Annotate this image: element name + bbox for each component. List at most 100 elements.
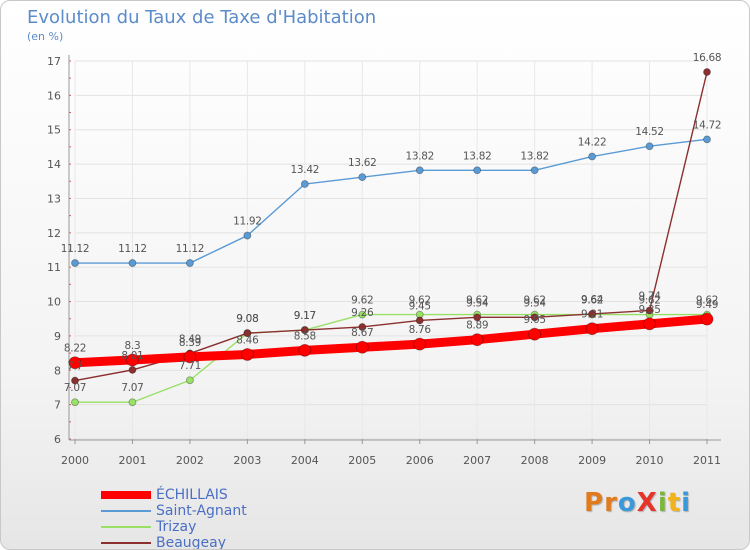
data-label: 8.58: [294, 330, 316, 342]
series-line-3: [74, 71, 708, 382]
data-label: 9.49: [696, 299, 718, 311]
y-tick-label: 6: [54, 433, 61, 446]
data-point: [186, 259, 194, 267]
data-point: [588, 152, 596, 161]
data-label: 7.07: [121, 382, 143, 394]
data-label: 9.08: [236, 313, 258, 325]
data-point: [126, 353, 139, 367]
data-label: 9.62: [524, 295, 546, 307]
data-label: 9.54: [466, 297, 489, 309]
data-point: [645, 142, 654, 151]
data-label: 13.42: [291, 164, 320, 176]
data-label: 7.07: [64, 382, 86, 394]
data-label: 9.21: [581, 309, 603, 321]
data-label: 13.62: [348, 157, 377, 169]
data-point: [703, 135, 711, 144]
x-tick-label: 2006: [406, 454, 434, 467]
data-label: 11.12: [118, 243, 147, 255]
chart-title: Evolution du Taux de Taxe d'Habitation: [27, 7, 377, 28]
data-point: [128, 259, 137, 267]
data-point: [186, 376, 194, 385]
data-label: 13.82: [520, 150, 549, 162]
data-label: 14.52: [635, 126, 664, 138]
y-tick-label: 12: [47, 227, 61, 240]
data-point: [71, 259, 79, 267]
data-point: [128, 398, 137, 407]
data-label: 13.82: [405, 150, 434, 162]
data-label: 9.45: [409, 300, 431, 312]
y-tick-label: 11: [47, 261, 61, 274]
y-tick-label: 16: [47, 89, 61, 102]
legend-label: Beaugeay: [156, 535, 227, 550]
y-tick-label: 10: [47, 296, 61, 309]
data-label: 8.22: [64, 343, 86, 355]
data-point: [473, 166, 482, 175]
data-point: [585, 322, 599, 336]
data-label: 13.82: [463, 150, 492, 162]
x-tick-label: 2001: [118, 454, 146, 467]
data-point: [183, 350, 197, 364]
data-point: [470, 333, 484, 347]
y-tick-label: 17: [47, 55, 61, 68]
legend-swatch: [101, 510, 151, 512]
data-label: 9.26: [351, 307, 374, 319]
x-tick-label: 2008: [521, 454, 549, 467]
data-point: [643, 317, 656, 331]
series-line-0: [70, 314, 712, 368]
data-label: 9.62: [581, 295, 603, 307]
y-tick-label: 14: [47, 158, 61, 171]
data-point: [358, 173, 367, 182]
logo-letter: i: [681, 488, 692, 518]
data-label: 9.35: [638, 304, 660, 316]
data-label: 9.62: [466, 295, 488, 307]
data-label: 8.39: [179, 337, 201, 349]
data-point: [71, 376, 79, 385]
x-tick-label: 2002: [176, 454, 204, 467]
series-line-2: [74, 313, 708, 403]
series-line-1: [74, 138, 708, 264]
y-tick-label: 9: [54, 330, 61, 343]
data-label: 9.74: [638, 290, 661, 302]
data-point: [415, 166, 424, 175]
data-point: [703, 68, 711, 76]
x-tick-label: 2011: [693, 454, 721, 467]
data-point: [358, 323, 367, 331]
legend-swatch: [101, 491, 151, 499]
data-label: 9.62: [409, 295, 431, 307]
data-point: [355, 340, 369, 354]
data-label: 9.08: [236, 313, 258, 325]
data-point: [298, 343, 312, 357]
logo-letter: o: [617, 488, 637, 518]
data-point: [68, 356, 82, 370]
data-point: [240, 348, 254, 361]
data-label: 9.05: [524, 314, 546, 326]
logo-letter: X: [636, 488, 658, 518]
data-label-layer: 8.22 8.3 8.39 8.46 8.58 8.67 8.76 8.89 9.05 9.21 9…: [61, 52, 722, 394]
data-label: 9.17: [294, 310, 316, 322]
y-tick-label: 7: [54, 399, 61, 412]
logo-letter: i: [657, 488, 668, 518]
data-label: 9.62: [638, 295, 660, 307]
data-label: 9.62: [696, 295, 718, 307]
legend-label: Saint-Agnant: [156, 503, 247, 519]
data-point: [71, 398, 79, 407]
logo-letter: t: [667, 488, 682, 518]
data-point: [530, 313, 539, 322]
data-point: [243, 329, 252, 338]
data-point: [128, 366, 137, 374]
data-label: 16.68: [693, 52, 722, 64]
y-tick-label: 15: [47, 124, 61, 137]
data-label: 11.12: [61, 243, 90, 255]
x-tick-label: 2010: [636, 454, 664, 467]
data-label: 8.89: [466, 320, 488, 332]
x-tick-label: 2009: [578, 454, 606, 467]
legend-swatch: [101, 526, 151, 528]
data-label: 9.62: [351, 295, 373, 307]
data-label: 14.22: [578, 137, 607, 149]
chart-subtitle: (en %): [27, 30, 64, 43]
data-point: [528, 327, 542, 341]
data-label: 8.49: [179, 333, 201, 345]
y-tick-label: 13: [47, 192, 61, 205]
